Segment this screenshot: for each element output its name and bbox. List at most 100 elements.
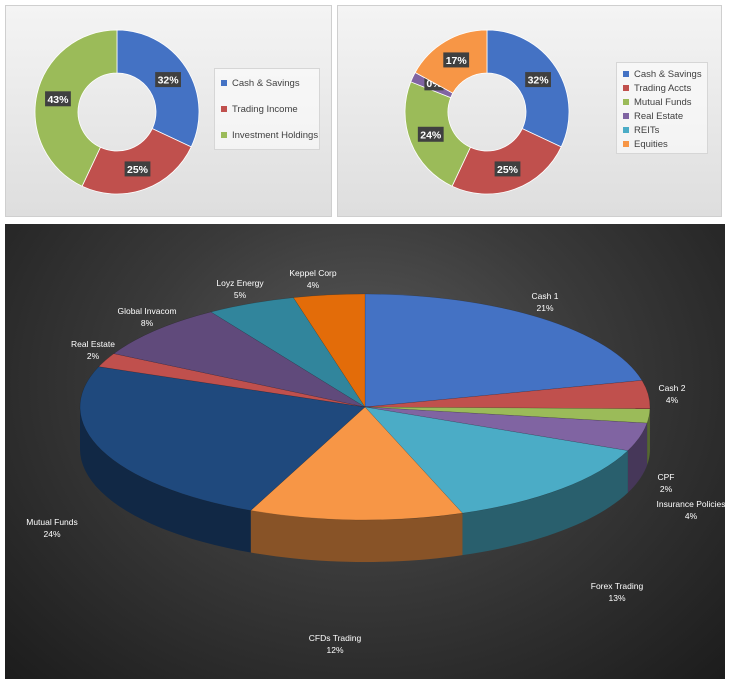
chart-1-slice-cash-and-savings [116, 29, 200, 148]
chart-2-slice-trading-accts [451, 128, 562, 195]
chart-3-label-cpf: CPF 2% [658, 472, 675, 494]
chart-2-data-label-trading-accts: 25% [494, 161, 521, 177]
chart-3-label-insurance-policies: Insurance Policies 4% [657, 499, 726, 521]
chart-3-label-global-invacom: Global Invacom 8% [117, 306, 176, 328]
chart-2-legend-swatch [623, 71, 629, 77]
chart-3-slice-keppel-corp [292, 293, 366, 408]
svg-text:5%: 5% [234, 290, 247, 300]
chart-3-slice-loyz-energy [210, 297, 366, 408]
chart-3-slice-side-cfds-trading [250, 510, 463, 562]
chart-2-legend-item-equities: Equities [623, 137, 668, 151]
chart-3-label-real-estate: Real Estate 2% [71, 339, 115, 361]
chart-3-slice-side-mutual-funds [80, 407, 251, 553]
chart-1-legend-item-investment-holdings: Investment Holdings [221, 128, 318, 142]
chart-2-legend-label: Real Estate [634, 110, 684, 122]
svg-text:4%: 4% [307, 280, 320, 290]
chart-2-panel: 32% 25% 24% 0% 17% Cash & Savings Trading Acc… [337, 5, 722, 217]
chart-1-legend-label: Investment Holdings [232, 129, 319, 141]
chart-1-legend-swatch [221, 80, 227, 86]
chart-1-legend: Cash & Savings Trading Income Investment H… [214, 68, 320, 150]
svg-text:CFDs Trading: CFDs Trading [309, 633, 362, 643]
svg-text:CPF: CPF [658, 472, 675, 482]
chart-2-legend-label: Mutual Funds [634, 96, 692, 108]
chart-2-legend-label: REITs [634, 124, 660, 136]
svg-text:2%: 2% [87, 351, 100, 361]
svg-text:17%: 17% [446, 55, 468, 67]
chart-1-slice-trading-income [81, 128, 192, 195]
chart-2-data-label-equities: 17% [443, 52, 470, 68]
svg-text:Global Invacom: Global Invacom [117, 306, 176, 316]
chart-2-legend-item-real-estate: Real Estate [623, 109, 683, 123]
chart-1-slice-investment-holdings [34, 29, 118, 187]
chart-3-slice-real-estate [98, 353, 366, 408]
chart-1-panel: 32% 25% 43% Cash & Savings Trading Income In… [5, 5, 332, 217]
svg-text:24%: 24% [43, 529, 60, 539]
chart-2-legend-item-cash-and-savings: Cash & Savings [623, 67, 702, 81]
chart-2-data-label-mutual-funds: 24% [417, 126, 444, 142]
chart-1-data-label-cash-and-savings: 32% [155, 72, 181, 88]
chart-2-legend-item-reits: REITs [623, 123, 659, 137]
chart-3-slice-cash-1 [364, 293, 643, 408]
svg-text:21%: 21% [536, 303, 553, 313]
chart-3-panel: Cash 1 21% Cash 2 4% CPF 2% Insurance Policies… [5, 224, 725, 679]
chart-3-label-keppel-corp: Keppel Corp 4% [289, 268, 337, 290]
svg-text:Real Estate: Real Estate [71, 339, 115, 349]
chart-2-slice-cash-and-savings [486, 29, 570, 148]
chart-2-data-label-cash-and-savings: 32% [525, 72, 551, 88]
chart-3-pie-3d: Cash 1 21% Cash 2 4% CPF 2% Insurance Policies… [26, 268, 726, 655]
chart-3-slice-cfds-trading [250, 406, 463, 521]
svg-text:25%: 25% [497, 164, 519, 176]
chart-3-label-loyz-energy: Loyz Energy 5% [216, 278, 264, 300]
chart-2-legend-swatch [623, 141, 629, 147]
svg-text:4%: 4% [685, 511, 698, 521]
chart-2-legend-swatch [623, 127, 629, 133]
svg-text:12%: 12% [326, 645, 343, 655]
chart-3-label-cash-2: Cash 2 4% [659, 383, 686, 405]
chart-3-label-mutual-funds: Mutual Funds 24% [26, 517, 78, 539]
chart-2-legend-swatch [623, 85, 629, 91]
svg-text:Forex Trading: Forex Trading [591, 581, 644, 591]
chart-3-slice-forex-trading [364, 406, 629, 514]
svg-text:Cash 2: Cash 2 [659, 383, 686, 393]
svg-text:Cash 1: Cash 1 [532, 291, 559, 301]
svg-text:Loyz Energy: Loyz Energy [216, 278, 264, 288]
svg-text:4%: 4% [666, 395, 679, 405]
chart-3-slice-insurance-policies [364, 406, 648, 451]
chart-3-slice-mutual-funds [79, 366, 366, 511]
svg-text:8%: 8% [141, 318, 154, 328]
chart-3-slice-side-cpf [647, 408, 650, 466]
svg-text:32%: 32% [528, 75, 550, 87]
chart-2-legend-swatch [623, 99, 629, 105]
svg-text:32%: 32% [158, 75, 180, 87]
chart-3-slice-cash-2 [364, 380, 651, 410]
chart-1-data-label-trading-income: 25% [124, 161, 151, 177]
chart-3-slice-side-insurance-policies [627, 423, 648, 493]
chart-3-label-forex-trading: Forex Trading 13% [591, 581, 644, 603]
chart-1-legend-item-trading-income: Trading Income [221, 102, 298, 116]
chart-3-label-cash-1: Cash 1 21% [532, 291, 559, 313]
svg-text:Mutual Funds: Mutual Funds [26, 517, 78, 527]
chart-1-legend-item-cash-and-savings: Cash & Savings [221, 76, 300, 90]
chart-1-legend-swatch [221, 106, 227, 112]
svg-text:25%: 25% [127, 164, 149, 176]
svg-text:Insurance Policies: Insurance Policies [657, 499, 726, 509]
chart-1-legend-swatch [221, 132, 227, 138]
chart-2-legend-swatch [623, 113, 629, 119]
svg-text:Keppel Corp: Keppel Corp [289, 268, 337, 278]
chart-2-donut: 32%25%24%0%17% [404, 29, 570, 195]
svg-text:2%: 2% [660, 484, 673, 494]
svg-text:13%: 13% [608, 593, 625, 603]
chart-2-legend: Cash & Savings Trading Accts Mutual Funds R… [616, 62, 708, 154]
chart-2-legend-label: Cash & Savings [634, 68, 702, 80]
svg-text:24%: 24% [420, 129, 442, 141]
chart-1-legend-label: Trading Income [232, 103, 298, 115]
chart-3-slice-global-invacom [113, 311, 366, 408]
chart-2-legend-label: Equities [634, 138, 668, 150]
chart-3-slice-side-forex-trading [462, 450, 628, 556]
chart-1-legend-label: Cash & Savings [232, 77, 300, 89]
chart-3-slice-cpf [364, 406, 651, 424]
svg-text:43%: 43% [47, 94, 69, 106]
chart-2-legend-item-mutual-funds: Mutual Funds [623, 95, 692, 109]
chart-1-donut: 32% 25% 43% [34, 29, 200, 195]
chart-1-data-label-investment-holdings: 43% [45, 91, 71, 107]
